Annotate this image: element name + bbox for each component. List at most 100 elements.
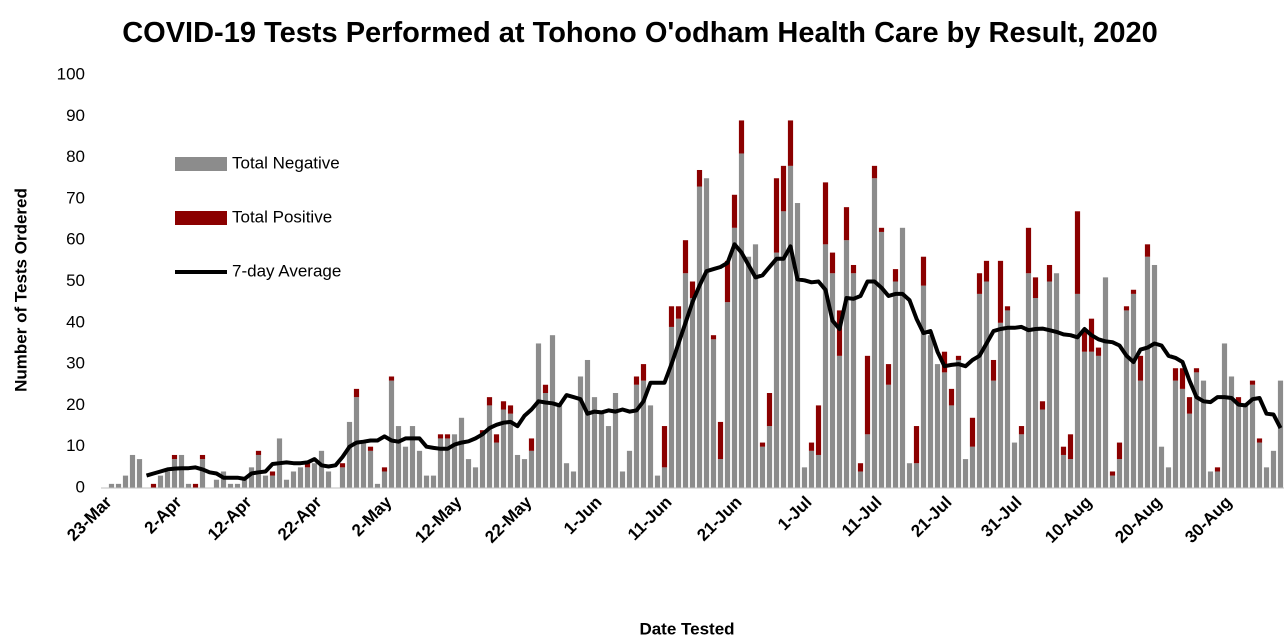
x-tick-label: 1-Jul bbox=[774, 493, 815, 534]
bar bbox=[850, 273, 857, 488]
bar bbox=[528, 450, 535, 488]
bar bbox=[759, 446, 766, 488]
bar bbox=[640, 364, 647, 381]
bar bbox=[1144, 256, 1151, 488]
bar bbox=[969, 446, 976, 488]
bar bbox=[976, 273, 983, 294]
bar bbox=[507, 405, 514, 414]
bar bbox=[997, 322, 1004, 488]
bar bbox=[1018, 426, 1025, 435]
bar bbox=[304, 463, 311, 468]
bar bbox=[227, 483, 234, 488]
bar bbox=[444, 434, 451, 439]
bar bbox=[528, 438, 535, 451]
bar bbox=[1228, 376, 1235, 488]
bar bbox=[290, 471, 297, 488]
bar bbox=[619, 471, 626, 488]
y-tick-label: 40 bbox=[66, 312, 85, 331]
legend-label: 7-day Average bbox=[232, 261, 341, 280]
bar bbox=[1109, 471, 1116, 476]
bar bbox=[360, 442, 367, 488]
bar bbox=[955, 355, 962, 360]
y-tick-label: 100 bbox=[57, 64, 85, 83]
bar bbox=[122, 475, 129, 488]
bar bbox=[1214, 467, 1221, 472]
bar bbox=[1249, 380, 1256, 385]
bar bbox=[311, 463, 318, 488]
bar bbox=[1109, 475, 1116, 488]
bar bbox=[787, 165, 794, 489]
bar bbox=[1067, 459, 1074, 488]
bar bbox=[1060, 454, 1067, 488]
bar bbox=[1032, 298, 1039, 488]
x-tick-label: 30-Aug bbox=[1181, 493, 1235, 547]
bar bbox=[731, 227, 738, 488]
bar bbox=[1046, 281, 1053, 488]
bar bbox=[920, 285, 927, 488]
bar bbox=[108, 483, 115, 488]
bar bbox=[514, 454, 521, 488]
bar bbox=[661, 467, 668, 488]
y-axis-label: Number of Tests Ordered bbox=[11, 188, 30, 392]
bar bbox=[269, 475, 276, 488]
bar bbox=[871, 165, 878, 179]
bar bbox=[535, 343, 542, 488]
bar bbox=[381, 467, 388, 472]
bar bbox=[857, 471, 864, 488]
bar bbox=[815, 454, 822, 488]
bar bbox=[920, 256, 927, 286]
bar bbox=[479, 434, 486, 488]
bar bbox=[1081, 351, 1088, 488]
bar bbox=[493, 442, 500, 488]
bar bbox=[304, 467, 311, 488]
bar bbox=[402, 446, 409, 488]
average-line bbox=[145, 242, 1283, 481]
bar bbox=[1074, 293, 1081, 488]
bar bbox=[1158, 446, 1165, 488]
x-tick-label: 11-Jun bbox=[624, 493, 676, 545]
y-tick-label: 30 bbox=[66, 354, 85, 373]
bar bbox=[444, 438, 451, 488]
bar bbox=[1256, 442, 1263, 488]
bar bbox=[759, 442, 766, 447]
bar bbox=[864, 355, 871, 435]
bar bbox=[570, 471, 577, 488]
bar bbox=[738, 153, 745, 488]
bar bbox=[1263, 467, 1270, 488]
bar bbox=[640, 380, 647, 488]
bar bbox=[367, 446, 374, 451]
bar bbox=[612, 393, 619, 488]
bar bbox=[780, 165, 787, 212]
bar bbox=[157, 475, 164, 488]
bar bbox=[1081, 331, 1088, 352]
x-tick-label: 21-Jul bbox=[907, 493, 955, 541]
bar bbox=[682, 273, 689, 488]
bar bbox=[521, 459, 528, 488]
bar bbox=[1179, 388, 1186, 488]
bar bbox=[325, 471, 332, 488]
y-tick-label: 0 bbox=[76, 477, 85, 496]
bar bbox=[766, 426, 773, 488]
bar bbox=[1172, 380, 1179, 488]
bar bbox=[1018, 434, 1025, 488]
bar bbox=[1249, 384, 1256, 488]
bar bbox=[696, 186, 703, 488]
bar bbox=[1011, 442, 1018, 488]
x-tick-label: 2-Apr bbox=[141, 492, 186, 537]
bar bbox=[766, 393, 773, 427]
y-tick-label: 90 bbox=[66, 106, 85, 125]
bar bbox=[437, 438, 444, 488]
bar bbox=[1053, 273, 1060, 488]
bar bbox=[885, 384, 892, 488]
bar bbox=[486, 397, 493, 406]
bar bbox=[1095, 347, 1102, 356]
bar bbox=[808, 442, 815, 451]
bar bbox=[773, 252, 780, 488]
bar bbox=[1200, 380, 1207, 488]
bar bbox=[731, 194, 738, 228]
bar bbox=[696, 169, 703, 187]
bar bbox=[822, 244, 829, 488]
legend-label: Total Negative bbox=[232, 153, 340, 172]
x-tick-label: 23-Mar bbox=[63, 492, 115, 544]
